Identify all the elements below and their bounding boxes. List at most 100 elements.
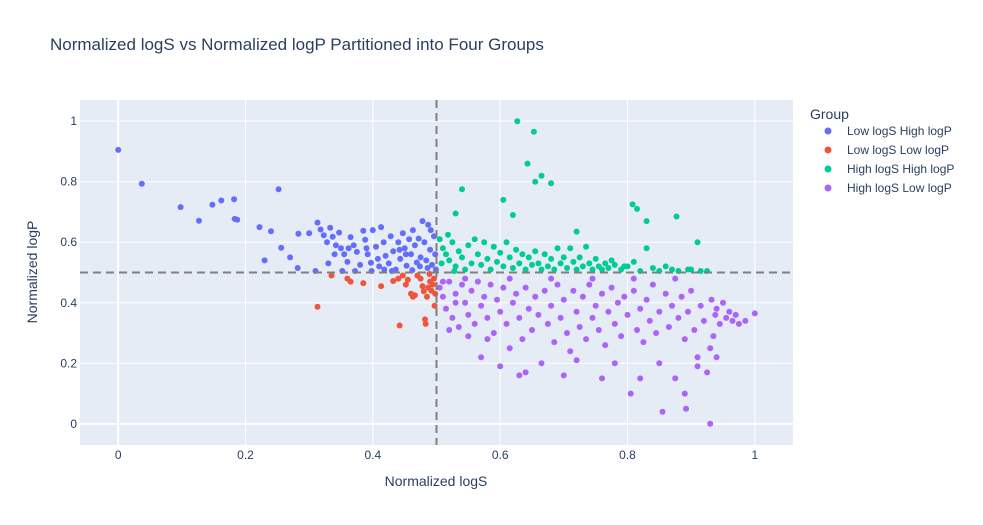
y-tick-label: 0.8 [60,175,77,189]
scatter-point [653,330,660,336]
scatter-point [378,224,385,231]
scatter-point [402,251,409,258]
scatter-point [516,372,523,379]
scatter-point [177,204,184,211]
scatter-point [509,212,516,218]
scatter-point [570,287,577,294]
scatter-point [634,327,640,333]
scatter-point [327,224,334,231]
scatter-point [704,369,711,376]
scatter-point [481,239,488,246]
x-tick-label: 0.6 [492,448,509,462]
scatter-point [599,290,605,297]
scatter-point [420,288,427,295]
scatter-point [341,251,348,258]
scatter-point [564,330,570,336]
scatter-point [429,281,436,288]
scatter-point [409,227,416,234]
scatter-point [751,310,758,317]
scatter-point [436,236,443,243]
scatter-point [694,354,701,361]
scatter-point [637,305,644,312]
scatter-point [707,420,714,427]
scatter-point [422,316,428,323]
scatter-point [345,245,352,252]
scatter-point [455,248,462,255]
scatter-point [320,232,327,239]
scatter-point [422,320,429,327]
x-tick-label: 0.4 [364,448,381,462]
scatter-point [529,261,535,268]
scatter-point [497,363,504,370]
scatter-point [532,248,539,255]
scatter-point [707,345,714,352]
scatter-point [478,261,485,268]
scatter-point [513,246,520,253]
scatter-point [649,265,656,271]
scatter-point [548,255,555,262]
scatter-point [234,216,241,223]
scatter-point [672,375,679,382]
scatter-point [443,305,449,312]
scatter-point [360,227,367,234]
scatter-point [673,213,680,220]
scatter-point [425,221,432,228]
scatter-point [357,261,364,268]
scatter-point [471,236,478,243]
scatter-point [494,296,500,303]
scatter-point [462,275,469,282]
scatter-point [713,305,720,312]
scatter-point [427,246,434,253]
scatter-point [683,405,689,412]
scatter-point [468,287,475,294]
scatter-point [306,230,313,237]
scatter-point [396,322,403,329]
scatter-point [726,308,733,315]
scatter-point [567,348,574,355]
scatter-point [522,266,529,273]
scatter-point [406,236,413,243]
scatter-point [525,254,532,261]
scatter-point [462,266,469,273]
scatter-point [589,266,596,273]
scatter-point [465,333,472,340]
x-tick-label: 0.8 [619,448,636,462]
scatter-point [487,281,494,288]
scatter-point [427,227,434,234]
scatter-point [688,266,695,273]
scatter-point [218,197,225,204]
scatter-point [681,390,688,397]
scatter-point [278,244,285,251]
scatter-point [443,251,449,258]
scatter-point [618,266,625,273]
scatter-point [446,327,453,333]
scatter-point [675,314,682,321]
scatter-point [445,231,451,238]
scatter-point [576,324,583,330]
scatter-point [522,284,529,291]
scatter-point [500,263,507,270]
scatter-point [524,160,531,167]
scatter-point [138,180,145,187]
scatter-point [579,263,586,270]
scatter-point [554,281,561,288]
scatter-point [347,234,354,241]
scatter-point [560,254,567,261]
scatter-point [390,278,397,284]
scatter-point [484,255,491,262]
scatter-point [681,336,688,343]
scatter-point [697,268,704,274]
scatter-point [669,302,675,309]
scatter-point [599,266,605,273]
x-tick-label: 0 [115,448,122,462]
scatter-point [481,293,488,300]
scatter-point [494,258,500,265]
scatter-point [423,257,430,264]
scatter-point [344,258,351,265]
scatter-point [557,314,564,321]
scatter-point [325,260,332,267]
series-2 [436,118,711,274]
data-points [115,118,758,427]
scatter-point [624,311,631,318]
